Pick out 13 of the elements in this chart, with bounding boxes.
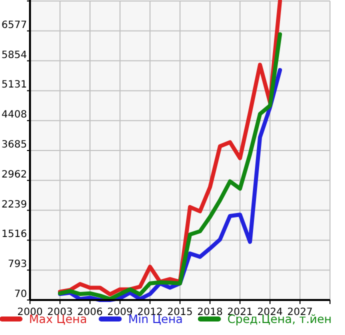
x-tick-label: 2006 — [77, 307, 103, 318]
y-tick-label: 2962 — [2, 169, 27, 180]
y-tick-label: 793 — [8, 259, 27, 270]
y-tick-label: 5131 — [2, 80, 27, 91]
y-tick-label: 2239 — [2, 199, 27, 210]
y-tick-label: 4408 — [2, 110, 27, 121]
y-tick-label: 70 — [14, 289, 27, 300]
x-tick-label: 2015 — [167, 307, 193, 318]
y-tick-label: 5854 — [2, 50, 27, 61]
y-tick-label: 3685 — [2, 140, 27, 150]
x-tick-label: 2018 — [197, 307, 223, 318]
y-tick-label: 6577 — [2, 20, 27, 31]
y-tick-label: 1516 — [2, 229, 27, 240]
